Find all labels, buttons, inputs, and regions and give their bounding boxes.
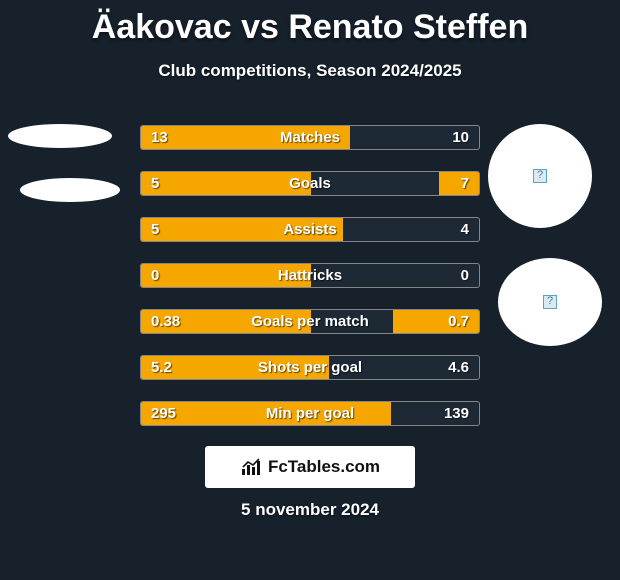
stat-row: 0.380.7Goals per match: [140, 309, 480, 334]
brand-logo-icon: [240, 457, 264, 477]
stat-row: 00Hattricks: [140, 263, 480, 288]
stat-row: 54Assists: [140, 217, 480, 242]
player-right-avatar-2: [498, 258, 602, 346]
stat-row: 295139Min per goal: [140, 401, 480, 426]
player-right-avatar-1: [488, 124, 592, 228]
stats-comparison: 1310Matches 57Goals 54Assists 00Hattricks 0.…: [140, 125, 480, 447]
stat-label: Hattricks: [141, 264, 479, 287]
stat-row: 1310Matches: [140, 125, 480, 150]
stat-label: Shots per goal: [141, 356, 479, 379]
brand-badge: FcTables.com: [205, 446, 415, 488]
brand-text: FcTables.com: [268, 457, 380, 477]
stat-label: Goals: [141, 172, 479, 195]
stat-label: Assists: [141, 218, 479, 241]
stat-row: 5.24.6Shots per goal: [140, 355, 480, 380]
date-label: 5 november 2024: [0, 500, 620, 520]
image-placeholder-icon: [543, 295, 557, 309]
stat-row: 57Goals: [140, 171, 480, 196]
stat-label: Goals per match: [141, 310, 479, 333]
player-left-avatar-1: [8, 124, 112, 148]
page-title: Äakovac vs Renato Steffen: [0, 0, 620, 47]
stat-label: Matches: [141, 126, 479, 149]
player-left-avatar-2: [20, 178, 120, 202]
stat-label: Min per goal: [141, 402, 479, 425]
subtitle: Club competitions, Season 2024/2025: [0, 61, 620, 81]
image-placeholder-icon: [533, 169, 547, 183]
